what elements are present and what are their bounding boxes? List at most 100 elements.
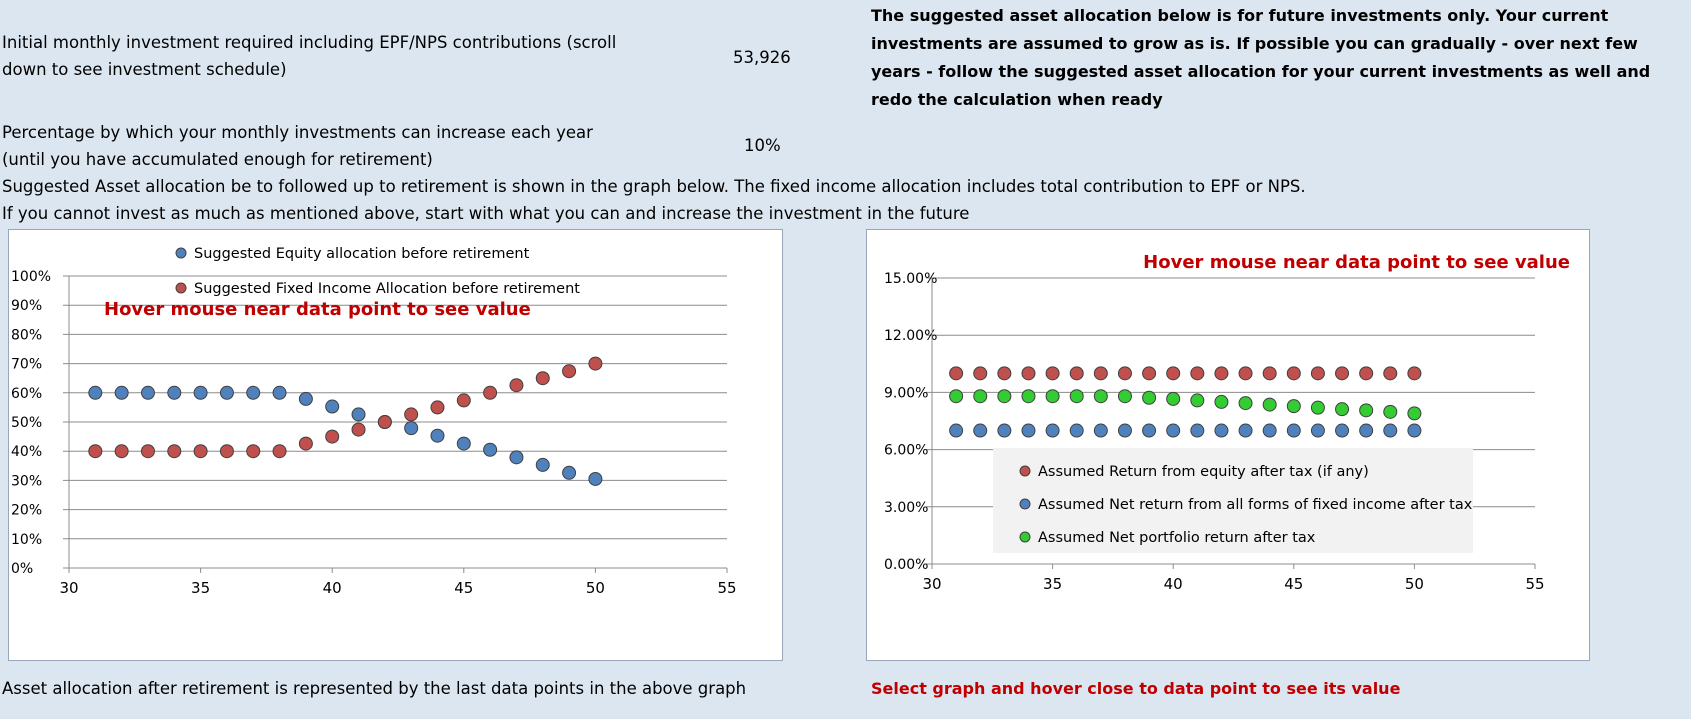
investment-value[interactable]: 53,926: [733, 48, 791, 67]
data-point[interactable]: [404, 421, 419, 436]
data-point[interactable]: [1166, 423, 1181, 438]
data-point[interactable]: [1238, 396, 1253, 411]
data-point[interactable]: [377, 415, 392, 429]
data-point[interactable]: [997, 423, 1012, 438]
data-point[interactable]: [1359, 423, 1374, 438]
data-point[interactable]: [1335, 366, 1350, 381]
data-point[interactable]: [88, 444, 103, 459]
data-point[interactable]: [997, 389, 1012, 404]
data-point[interactable]: [1117, 423, 1132, 438]
data-point[interactable]: [1407, 366, 1422, 381]
data-point[interactable]: [1214, 394, 1229, 409]
data-point[interactable]: [588, 356, 603, 371]
data-point[interactable]: [1093, 366, 1108, 381]
data-point[interactable]: [404, 407, 419, 422]
data-point[interactable]: [140, 444, 155, 459]
data-point[interactable]: [219, 444, 234, 459]
data-point[interactable]: [1359, 403, 1374, 418]
data-point[interactable]: [1286, 366, 1301, 381]
data-point[interactable]: [351, 422, 366, 437]
data-point[interactable]: [973, 389, 988, 404]
data-point[interactable]: [562, 465, 577, 480]
data-point[interactable]: [88, 385, 103, 400]
data-point[interactable]: [1093, 389, 1108, 404]
data-point[interactable]: [1310, 423, 1325, 438]
allocation-chart-panel[interactable]: 0% 10% 20% 30% 40% 50% 60% 70% 80% 90% 100% 30 35 40 4…: [8, 229, 783, 661]
data-point[interactable]: [167, 385, 182, 400]
data-point[interactable]: [1262, 366, 1277, 381]
data-point[interactable]: [140, 385, 155, 400]
data-point[interactable]: [509, 450, 524, 465]
data-point[interactable]: [535, 457, 550, 472]
data-point[interactable]: [973, 423, 988, 438]
data-point[interactable]: [1045, 389, 1060, 404]
data-point[interactable]: [949, 389, 964, 404]
data-point[interactable]: [1021, 423, 1036, 438]
returns-chart-panel[interactable]: 0.00% 3.00% 6.00% 9.00% 12.00% 15.00% 30 35 40 45…: [866, 229, 1590, 661]
data-point[interactable]: [272, 385, 287, 400]
data-point[interactable]: [973, 366, 988, 381]
data-point[interactable]: [509, 378, 524, 393]
data-point[interactable]: [535, 371, 550, 386]
data-point[interactable]: [483, 442, 498, 457]
data-point[interactable]: [1069, 423, 1084, 438]
data-point[interactable]: [1045, 423, 1060, 438]
data-point[interactable]: [1238, 423, 1253, 438]
data-point[interactable]: [1190, 393, 1205, 408]
data-point[interactable]: [588, 471, 603, 486]
data-point[interactable]: [1262, 397, 1277, 412]
data-point[interactable]: [1238, 366, 1253, 381]
data-point[interactable]: [298, 391, 313, 406]
increase-value[interactable]: 10%: [744, 136, 781, 155]
data-point[interactable]: [1117, 389, 1132, 404]
data-point[interactable]: [1359, 366, 1374, 381]
data-point[interactable]: [1286, 399, 1301, 414]
data-point[interactable]: [325, 399, 340, 414]
data-point[interactable]: [1045, 366, 1060, 381]
data-point[interactable]: [562, 364, 577, 379]
data-point[interactable]: [1021, 366, 1036, 381]
data-point[interactable]: [325, 429, 340, 444]
data-point[interactable]: [114, 385, 129, 400]
returns-chart[interactable]: 0.00% 3.00% 6.00% 9.00% 12.00% 15.00% 30 35 40 45…: [867, 230, 1589, 660]
data-point[interactable]: [949, 423, 964, 438]
data-point[interactable]: [272, 444, 287, 459]
data-point[interactable]: [1383, 404, 1398, 419]
data-point[interactable]: [1069, 389, 1084, 404]
data-point[interactable]: [1286, 423, 1301, 438]
data-point[interactable]: [1142, 423, 1157, 438]
data-point[interactable]: [1142, 366, 1157, 381]
data-point[interactable]: [246, 444, 261, 459]
data-point[interactable]: [997, 366, 1012, 381]
data-point[interactable]: [1190, 423, 1205, 438]
data-point[interactable]: [1190, 366, 1205, 381]
data-point[interactable]: [351, 407, 366, 422]
data-point[interactable]: [1262, 423, 1277, 438]
data-point[interactable]: [1383, 366, 1398, 381]
allocation-chart[interactable]: 0% 10% 20% 30% 40% 50% 60% 70% 80% 90% 100% 30 35 40 4…: [9, 230, 782, 660]
data-point[interactable]: [1335, 423, 1350, 438]
data-point[interactable]: [193, 444, 208, 459]
data-point[interactable]: [1069, 366, 1084, 381]
data-point[interactable]: [456, 436, 471, 451]
data-point[interactable]: [1142, 390, 1157, 405]
data-point[interactable]: [1214, 366, 1229, 381]
data-point[interactable]: [949, 366, 964, 381]
data-point[interactable]: [114, 444, 129, 459]
data-point[interactable]: [1093, 423, 1108, 438]
data-point[interactable]: [1310, 366, 1325, 381]
data-point[interactable]: [193, 385, 208, 400]
data-point[interactable]: [167, 444, 182, 459]
data-point[interactable]: [1214, 423, 1229, 438]
data-point[interactable]: [298, 436, 313, 451]
data-point[interactable]: [430, 400, 445, 415]
data-point[interactable]: [246, 385, 261, 400]
data-point[interactable]: [1383, 423, 1398, 438]
data-point[interactable]: [1166, 366, 1181, 381]
data-point[interactable]: [1335, 402, 1350, 417]
data-point[interactable]: [1166, 391, 1181, 406]
data-point[interactable]: [1407, 423, 1422, 438]
data-point[interactable]: [483, 385, 498, 400]
data-point[interactable]: [456, 393, 471, 408]
data-point[interactable]: [1310, 400, 1325, 415]
